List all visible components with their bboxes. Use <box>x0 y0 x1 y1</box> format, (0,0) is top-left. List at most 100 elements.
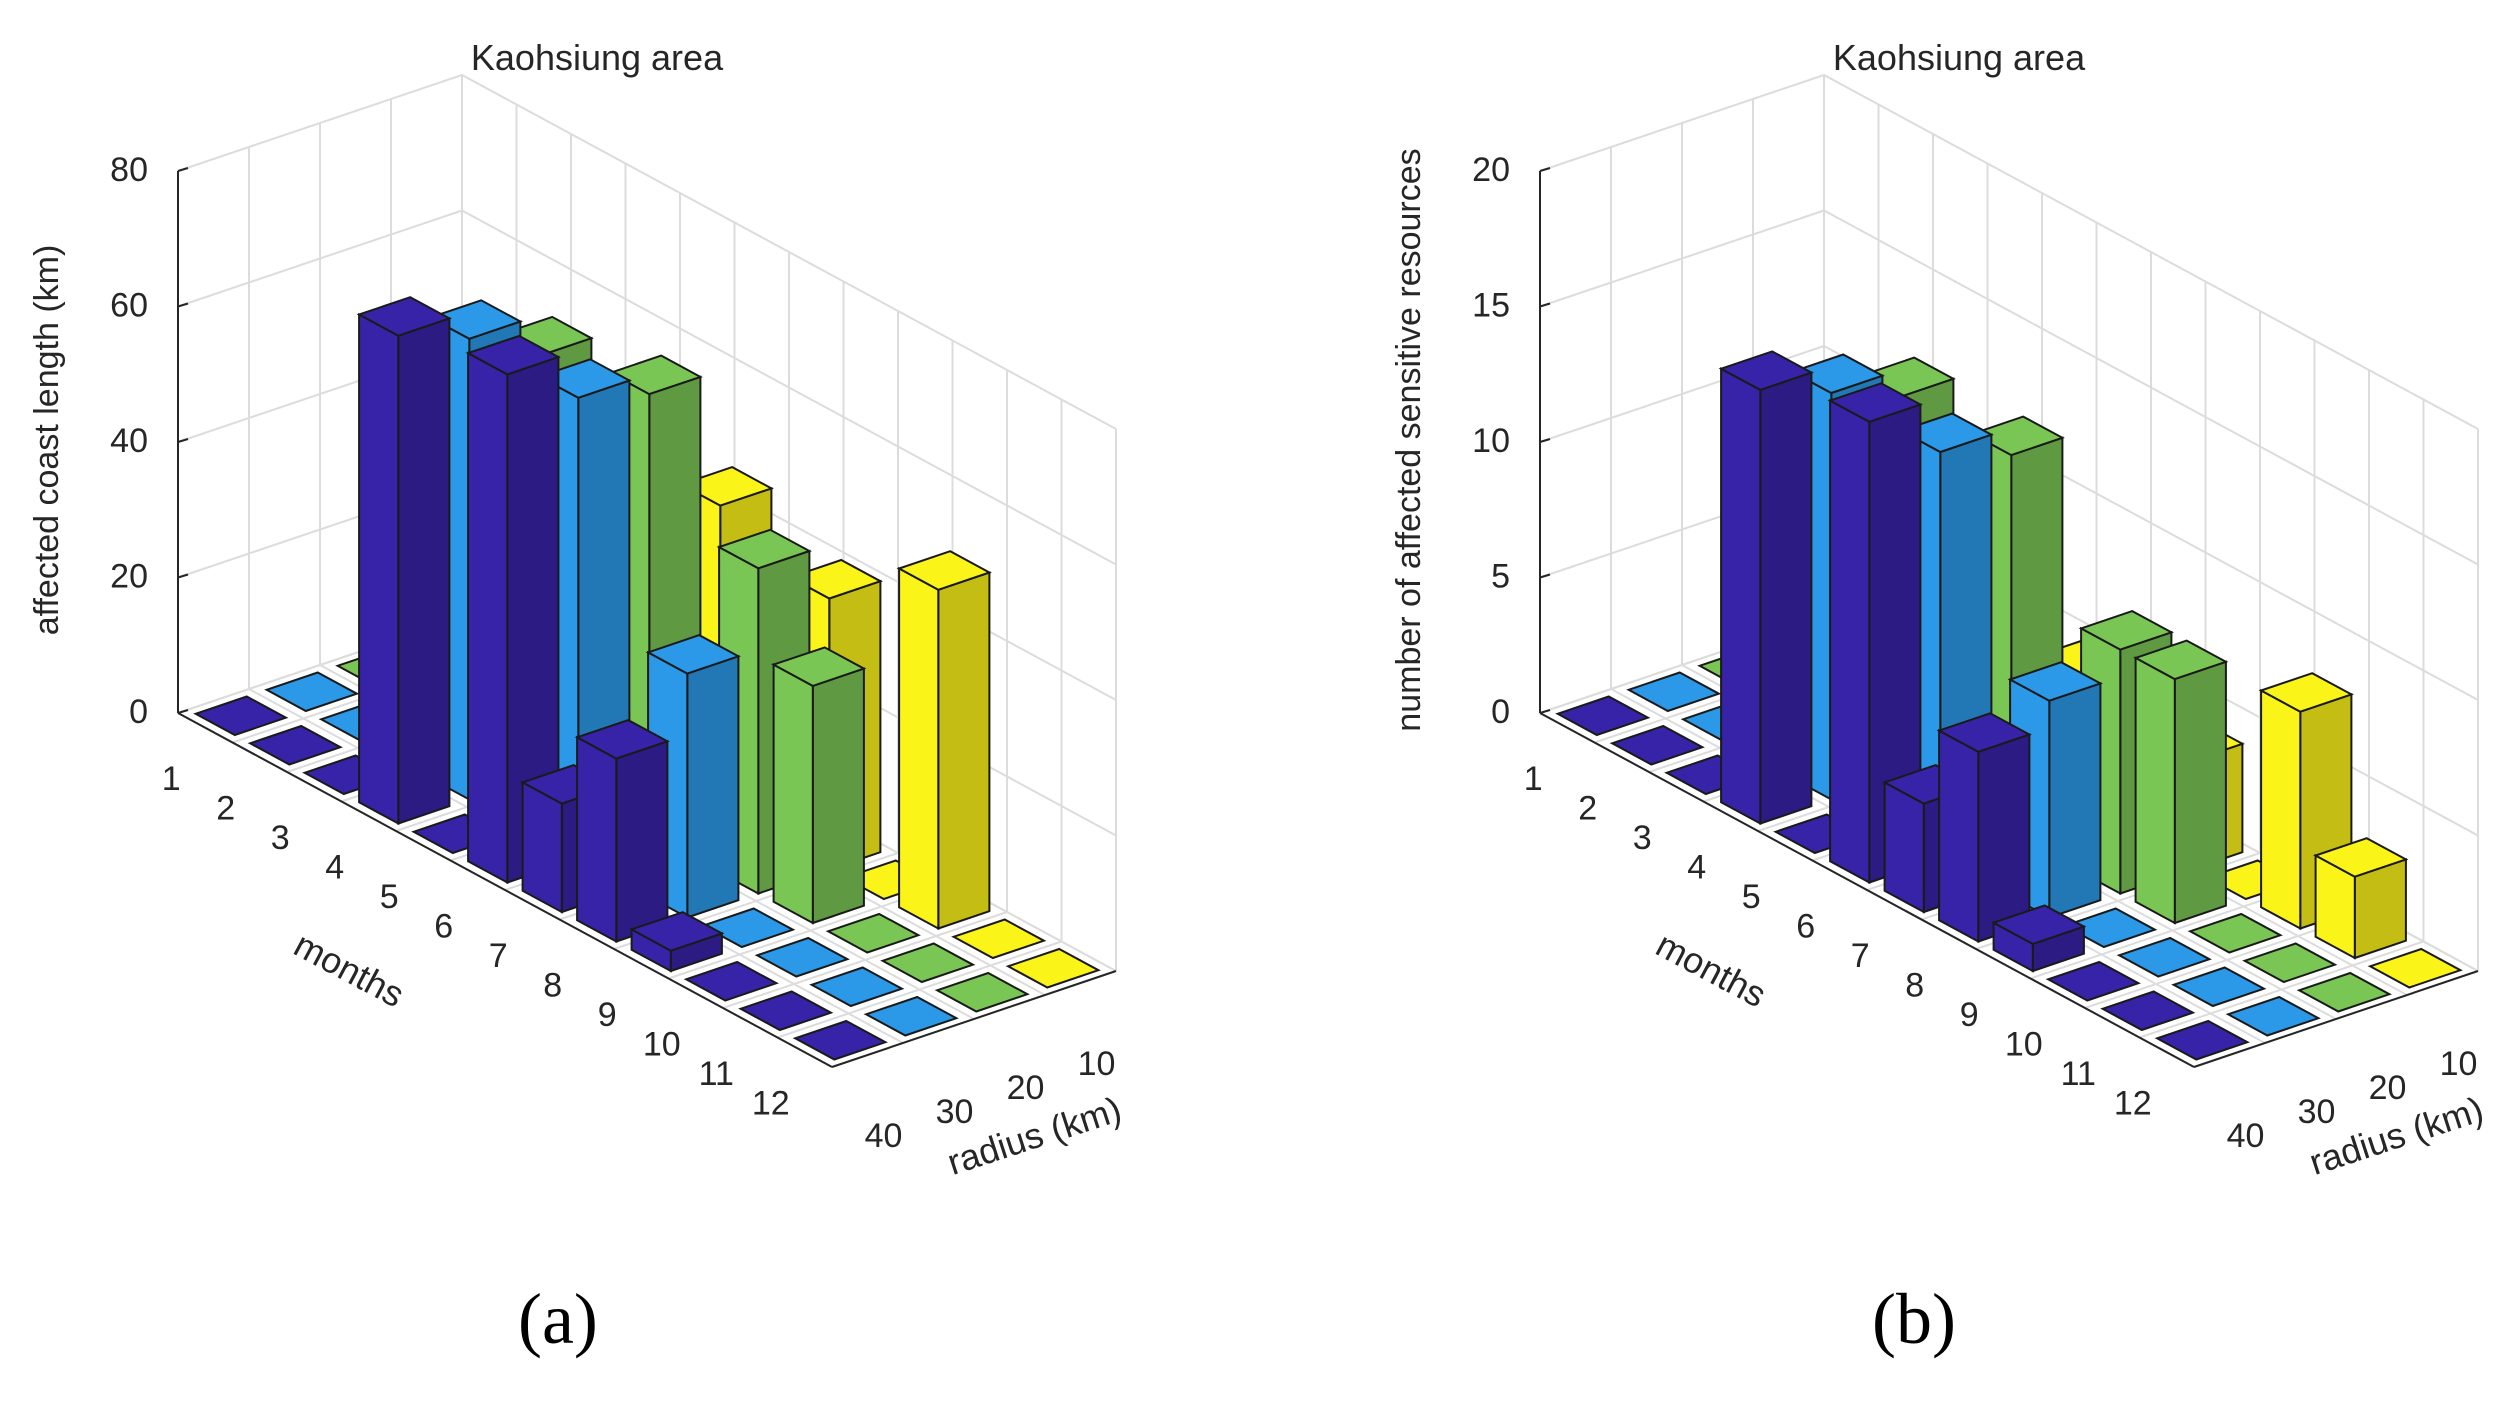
month-tick-label: 12 <box>752 1084 790 1122</box>
bar-top-face <box>771 646 867 687</box>
z-tick <box>177 709 189 714</box>
bar <box>2367 947 2463 989</box>
bar <box>2225 995 2321 1037</box>
bar-top-face <box>645 634 741 675</box>
bar-top-face <box>2154 1019 2250 1061</box>
y-axis-line <box>831 970 1117 1068</box>
y-axis-line <box>2193 970 2479 1068</box>
bar <box>2171 966 2267 1008</box>
bar-top-face <box>738 990 834 1032</box>
radius-tick-label: 20 <box>2369 1069 2407 1107</box>
bar-top-face <box>1969 415 2065 457</box>
bar-top-face <box>465 334 561 376</box>
bar-top-face <box>1609 724 1705 766</box>
bar-side-face <box>576 735 618 944</box>
bar-top-face <box>2171 966 2267 1008</box>
bar-front-face <box>1759 371 1813 825</box>
bar-side-face <box>772 662 814 925</box>
z-tick-label: 0 <box>1491 693 1510 731</box>
chart-title: Kaohsiung area <box>471 37 724 78</box>
z-tick-label: 5 <box>1491 558 1510 596</box>
month-tick-label: 2 <box>216 789 235 827</box>
bar-top-face <box>574 719 670 760</box>
bar-side-face <box>898 566 940 931</box>
month-tick-label: 3 <box>271 819 290 857</box>
month-tick-label: 5 <box>1742 878 1761 916</box>
bar <box>1005 947 1101 989</box>
month-tick-label: 6 <box>1796 907 1815 945</box>
bar-top-face <box>1626 671 1722 713</box>
radius-tick-label: 40 <box>865 1117 903 1155</box>
panel-caption-a: (a) <box>518 1279 598 1359</box>
z-axis-label: affected coast length (km) <box>28 245 66 636</box>
bar <box>2242 942 2338 984</box>
bar-top-face <box>863 995 959 1037</box>
bar-top-face <box>629 911 725 952</box>
month-tick-label: 10 <box>2005 1025 2043 1063</box>
bar-top-face <box>356 296 452 337</box>
x-axis-label: months <box>288 924 411 1016</box>
bar-side-face <box>1938 728 1980 944</box>
bar <box>1718 350 1814 826</box>
month-tick-label: 9 <box>598 996 617 1034</box>
bar-top-face <box>536 358 632 399</box>
month-tick-label: 6 <box>434 907 453 945</box>
bar-front-face <box>2048 682 2102 919</box>
bar <box>465 334 561 885</box>
month-tick-label: 3 <box>1633 819 1652 857</box>
bar <box>574 719 670 944</box>
axes: 02040608012345678910111240302010monthsra… <box>28 151 1126 1183</box>
month-tick-label: 7 <box>1851 937 1870 975</box>
bar-side-face <box>521 780 563 914</box>
bar <box>1555 695 1651 737</box>
bar <box>1991 904 2087 973</box>
bar-top-face <box>2100 990 2196 1032</box>
bar <box>754 936 850 978</box>
z-tick-label: 10 <box>1472 422 1510 460</box>
radius-tick-label: 20 <box>1007 1069 1045 1107</box>
bar-side-face <box>1883 780 1925 914</box>
bar <box>356 296 452 826</box>
radius-tick-label: 40 <box>2227 1117 2265 1155</box>
chart-title: Kaohsiung area <box>1833 37 2086 78</box>
bar-front-face <box>686 654 740 919</box>
bar-top-face <box>1827 382 1923 423</box>
bar-top-face <box>247 724 343 766</box>
bar-top-face <box>2133 639 2229 681</box>
z-tick <box>177 302 189 308</box>
bar-top-face <box>2225 995 2321 1037</box>
bar-side-face <box>467 351 509 885</box>
month-tick-label: 11 <box>699 1055 734 1093</box>
bar <box>951 918 1047 960</box>
bar <box>2258 672 2354 931</box>
bar <box>2187 912 2283 954</box>
bar-side-face <box>1829 398 1871 885</box>
z-tick-label: 80 <box>110 151 148 189</box>
bar-front-face <box>937 571 991 930</box>
z-tick <box>1539 709 1551 714</box>
bar <box>264 671 360 713</box>
z-tick <box>1539 438 1551 443</box>
bar-top-face <box>1789 353 1885 395</box>
radius-tick-label: 30 <box>936 1093 974 1131</box>
bar-top-face <box>825 912 921 954</box>
bar <box>1609 724 1705 766</box>
bar-top-face <box>700 907 796 949</box>
month-tick-label: 1 <box>162 760 181 798</box>
x-axis-line <box>1539 712 2195 1068</box>
bar-top-face <box>2242 942 2338 984</box>
bar-top-face <box>1936 712 2032 753</box>
bars <box>193 296 1101 1061</box>
x-axis-label: months <box>1650 924 1773 1016</box>
chart-panel-b: 0510152012345678910111240302010monthsrad… <box>1390 37 2488 1183</box>
month-tick-label: 4 <box>325 848 344 886</box>
radius-tick-label: 10 <box>1078 1045 1116 1083</box>
month-tick-label: 5 <box>380 878 399 916</box>
z-tick-label: 20 <box>1472 151 1510 189</box>
bar <box>2045 960 2141 1002</box>
bar-top-face <box>896 550 992 591</box>
z-tick-label: 15 <box>1472 287 1510 325</box>
bar <box>2116 936 2212 978</box>
bar-front-face <box>2173 660 2227 925</box>
bar-side-face <box>2260 688 2302 931</box>
